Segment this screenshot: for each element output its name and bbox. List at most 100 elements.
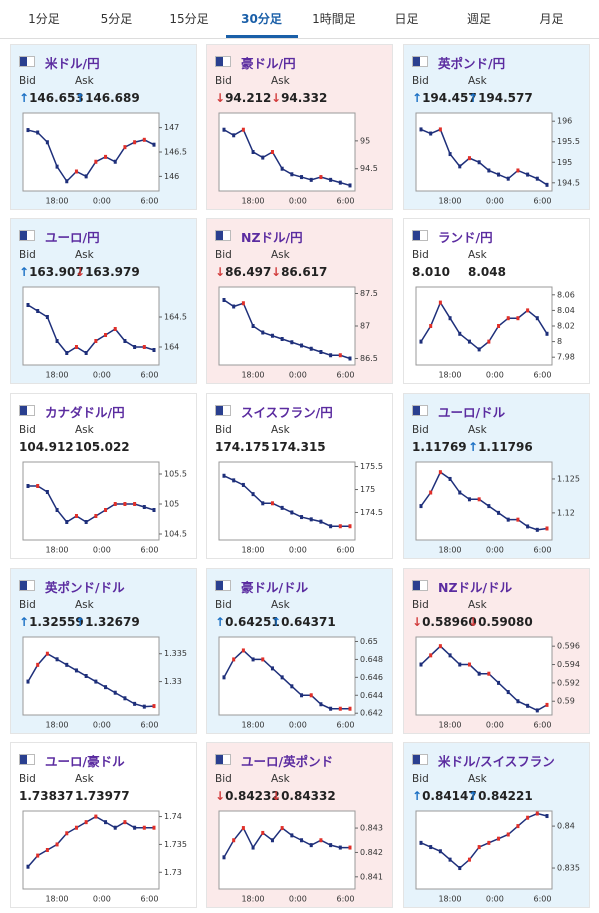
pair-title: NZドル/円 — [241, 230, 303, 245]
price-line — [420, 812, 548, 870]
y-tick-label: 105 — [164, 500, 179, 509]
rate-card[interactable]: 英ポンド/円 Bid Ask ↑194.457 ↑194.577 194.5 195 195.… — [403, 44, 590, 210]
bid-value: ↑146.653 — [19, 91, 84, 105]
candle — [280, 826, 284, 831]
candle — [241, 482, 245, 487]
tab[interactable]: 月足 — [539, 12, 564, 26]
candle — [309, 517, 313, 522]
rate-card[interactable]: NZドル/ドル Bid Ask ↓0.58960 ↓0.59080 0.59 0.592 0.… — [403, 568, 590, 734]
ask-label: Ask — [468, 599, 487, 611]
y-tick-label: 1.33 — [164, 677, 182, 686]
x-tick-label: 18:00 — [438, 895, 461, 904]
tab[interactable]: 週足 — [466, 12, 491, 26]
candle — [309, 346, 313, 351]
candle — [152, 508, 156, 512]
rate-card[interactable]: 米ドル/円 Bid Ask ↑146.653 ↑146.689 146 146.5 147 18… — [10, 44, 197, 210]
y-tick-label: 95 — [360, 136, 370, 145]
pair-title: NZドル/ドル — [438, 580, 513, 595]
candle — [290, 172, 294, 177]
candle — [55, 842, 59, 847]
candle — [419, 339, 423, 344]
y-tick-label: 175.5 — [360, 462, 383, 471]
rate-card[interactable]: 豪ドル/ドル Bid Ask ↑0.64251 ↑0.64371 0.642 0.644 0.… — [206, 568, 393, 734]
candle — [319, 838, 323, 843]
bid-value: ↓94.212 — [215, 91, 271, 105]
mini-chart: 86.5 87 87.5 18:00 0:00 6:00 — [218, 286, 378, 380]
candle — [290, 684, 294, 689]
y-tick-label: 0.842 — [360, 848, 383, 857]
rate-card[interactable]: ランド/円 Bid Ask 8.010 8.048 7.98 8 8.02 8.04 8.06 18… — [403, 218, 590, 384]
ask-label: Ask — [75, 773, 94, 785]
x-tick-label: 6:00 — [140, 895, 158, 904]
bid-label: Bid — [412, 424, 429, 436]
rate-card[interactable]: ユーロ/英ポンド Bid Ask ↓0.84232 ↓0.84332 0.841 0.842… — [206, 742, 393, 908]
bid-price: 163.907 — [29, 265, 84, 279]
candle — [241, 127, 245, 132]
y-tick-label: 0.592 — [557, 678, 580, 687]
tab[interactable]: 15分足 — [169, 12, 209, 26]
mini-chart: 1.73 1.735 1.74 18:00 0:00 6:00 — [22, 810, 187, 904]
bid-price: 0.84232 — [225, 789, 280, 803]
candle — [84, 174, 88, 179]
candle — [290, 340, 294, 345]
x-tick-label: 0:00 — [289, 895, 307, 904]
tab[interactable]: 5分足 — [100, 12, 133, 26]
candle — [94, 159, 98, 164]
x-tick-label: 6:00 — [533, 197, 551, 206]
candle — [467, 662, 471, 667]
ask-value: ↓0.59080 — [468, 615, 533, 629]
y-tick-label: 147 — [164, 123, 179, 132]
rate-card[interactable]: 英ポンド/ドル Bid Ask ↑1.32559 ↑1.32679 1.33 1.335 18… — [10, 568, 197, 734]
y-tick-label: 0.594 — [557, 660, 580, 669]
price-line — [420, 128, 548, 186]
candle — [429, 324, 433, 328]
ask-price: 0.59080 — [478, 615, 533, 629]
rate-card[interactable]: 米ドル/スイスフラン Bid Ask ↑0.84147 ↑0.84221 0.835 0.8… — [403, 742, 590, 908]
rate-card[interactable]: スイスフラン/円 Bid Ask 174.175 174.315 174.5 175 175.… — [206, 393, 393, 559]
candle — [251, 845, 255, 850]
x-tick-label: 18:00 — [45, 546, 68, 555]
bid-label: Bid — [19, 75, 36, 87]
pair-title: 英ポンド/円 — [438, 56, 506, 71]
candle — [104, 685, 108, 690]
rate-card[interactable]: ユーロ/円 Bid Ask ↑163.907 ↓163.979 164 164.5 18:00… — [10, 218, 197, 384]
candle — [467, 497, 471, 502]
rate-card[interactable]: 豪ドル/円 Bid Ask ↓94.212 ↓94.332 94.5 95 18:00 0:00… — [206, 44, 393, 210]
tab[interactable]: 1分足 — [28, 12, 60, 26]
flag-icon — [412, 56, 428, 67]
candle — [36, 484, 40, 488]
y-tick-label: 104.5 — [164, 530, 187, 539]
tab[interactable]: 30分足 — [225, 0, 298, 38]
plot-area — [22, 461, 160, 541]
candle — [133, 825, 137, 830]
tab[interactable]: 日足 — [394, 12, 419, 26]
candle — [438, 300, 442, 305]
ask-label: Ask — [468, 773, 487, 785]
bid-price: 1.32559 — [29, 615, 84, 629]
candle — [123, 145, 127, 150]
price-line — [223, 475, 350, 527]
y-tick-label: 87.5 — [360, 289, 378, 298]
rate-card[interactable]: ユーロ/豪ドル Bid Ask 1.73837 1.73977 1.73 1.735 1.74… — [10, 742, 197, 908]
bid-value: 1.11769 — [412, 440, 467, 454]
candle — [123, 339, 127, 343]
plot-area — [218, 286, 356, 366]
rate-card[interactable]: カナダドル/円 Bid Ask 104.912 105.022 104.5 105 105.5… — [10, 393, 197, 559]
candle — [280, 166, 284, 171]
candle — [113, 159, 117, 164]
candle — [261, 155, 265, 160]
candle — [348, 356, 352, 361]
candle — [497, 324, 501, 328]
y-tick-label: 146.5 — [164, 148, 187, 157]
rate-card[interactable]: NZドル/円 Bid Ask ↓86.497 ↓86.617 86.5 87 87.5 18:0… — [206, 218, 393, 384]
candle — [113, 502, 117, 506]
ask-label: Ask — [75, 599, 94, 611]
candle — [458, 662, 462, 667]
pair-title: 豪ドル/円 — [241, 56, 296, 71]
rate-card[interactable]: ユーロ/ドル Bid Ask 1.11769 ↑1.11796 1.12 1.125 18:0… — [403, 393, 590, 559]
y-tick-label: 1.12 — [557, 508, 575, 517]
tab[interactable]: 1時間足 — [312, 12, 356, 26]
ask-arrow: ↑ — [75, 91, 86, 105]
x-tick-label: 6:00 — [533, 721, 551, 730]
bid-label: Bid — [19, 424, 36, 436]
